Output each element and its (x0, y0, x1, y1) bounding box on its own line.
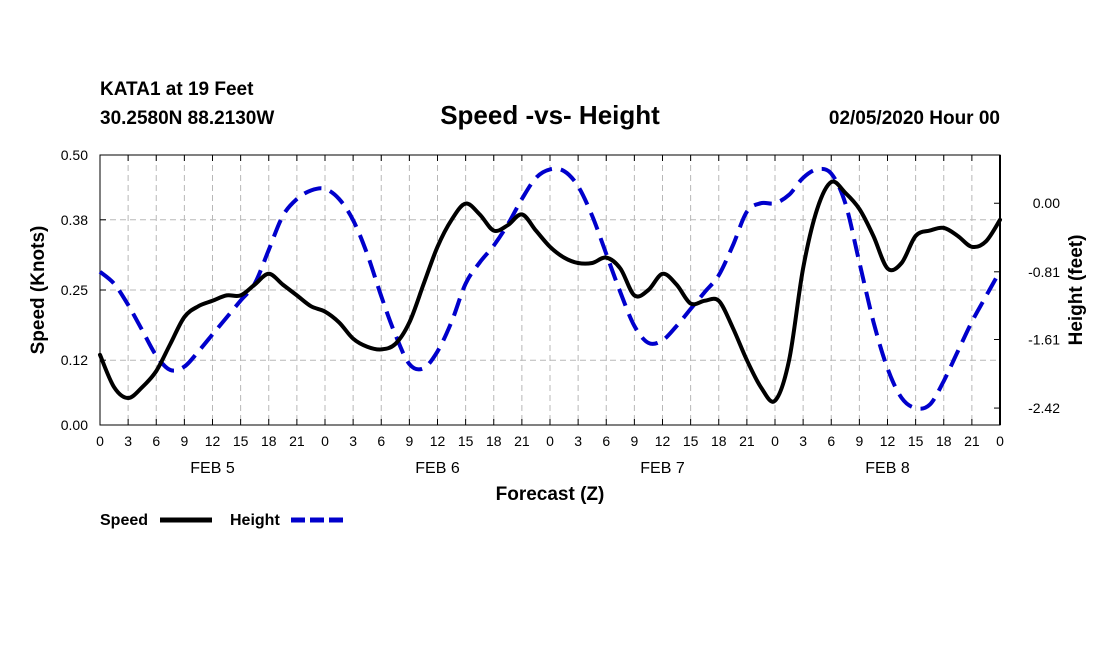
x-tick-label: 0 (546, 433, 554, 449)
x-tick-label: 12 (655, 433, 671, 449)
grid-lines (100, 155, 1000, 425)
station-label: KATA1 at 19 Feet (100, 79, 254, 100)
chart-title: Speed -vs- Height (440, 100, 660, 130)
x-tick-label: 18 (711, 433, 727, 449)
x-tick-label: 21 (289, 433, 305, 449)
coordinates-label: 30.2580N 88.2130W (100, 108, 274, 129)
x-tick-label: 15 (683, 433, 699, 449)
x-tick-label: 6 (827, 433, 835, 449)
x-tick-label: 9 (405, 433, 413, 449)
left-tick-label: 0.00 (61, 417, 88, 433)
x-tick-label: 15 (908, 433, 924, 449)
axes (99, 154, 1001, 426)
x-axis-title: Forecast (Z) (496, 484, 605, 505)
x-tick-label: 3 (124, 433, 132, 449)
day-label: FEB 7 (640, 460, 685, 477)
day-label: FEB 8 (865, 460, 910, 477)
right-axis-title: Height (feet) (1066, 235, 1087, 346)
x-tick-label: 15 (458, 433, 474, 449)
x-tick-label: 0 (996, 433, 1004, 449)
tick-labels: 0 3 6 9 12 15 18 21 0 3 6 9 12 15 18 21 0 3 6 9 12 15 18 21 0 3 6 9… (61, 147, 1060, 477)
x-tick-label: 18 (261, 433, 277, 449)
day-label: FEB 6 (415, 460, 460, 477)
x-tick-label: 0 (771, 433, 779, 449)
right-tick-label: -0.81 (1028, 264, 1060, 280)
height-series-line (98, 166, 1002, 411)
left-tick-label: 0.50 (61, 147, 88, 163)
x-tick-label: 12 (430, 433, 446, 449)
right-tick-label: -2.42 (1028, 400, 1060, 416)
legend-speed-label: Speed (100, 512, 148, 529)
x-tick-label: 3 (574, 433, 582, 449)
speed-series-line (98, 179, 1002, 404)
x-tick-label: 9 (855, 433, 863, 449)
left-axis-title: Speed (Knots) (28, 226, 49, 355)
forecast-datetime: 02/05/2020 Hour 00 (829, 108, 1000, 129)
right-tick-label: -1.61 (1028, 332, 1060, 348)
x-tick-label: 18 (486, 433, 502, 449)
x-tick-label: 21 (964, 433, 980, 449)
x-tick-label: 21 (739, 433, 755, 449)
data-series (98, 166, 1002, 411)
legend: Speed Height (100, 512, 343, 529)
legend-height-label: Height (230, 512, 280, 529)
day-label: FEB 5 (190, 460, 235, 477)
x-tick-label: 6 (602, 433, 610, 449)
x-tick-label: 18 (936, 433, 952, 449)
right-tick-label: 0.00 (1033, 195, 1060, 211)
x-tick-label: 6 (377, 433, 385, 449)
left-tick-label: 0.38 (61, 212, 88, 228)
x-tick-label: 12 (205, 433, 221, 449)
x-tick-label: 0 (96, 433, 104, 449)
x-tick-label: 3 (349, 433, 357, 449)
left-tick-label: 0.12 (61, 352, 88, 368)
x-tick-label: 9 (630, 433, 638, 449)
left-tick-label: 0.25 (61, 282, 88, 298)
x-tick-label: 21 (514, 433, 530, 449)
x-tick-label: 12 (880, 433, 896, 449)
x-tick-label: 15 (233, 433, 249, 449)
x-tick-label: 9 (180, 433, 188, 449)
x-tick-label: 3 (799, 433, 807, 449)
x-tick-label: 6 (152, 433, 160, 449)
x-tick-label: 0 (321, 433, 329, 449)
